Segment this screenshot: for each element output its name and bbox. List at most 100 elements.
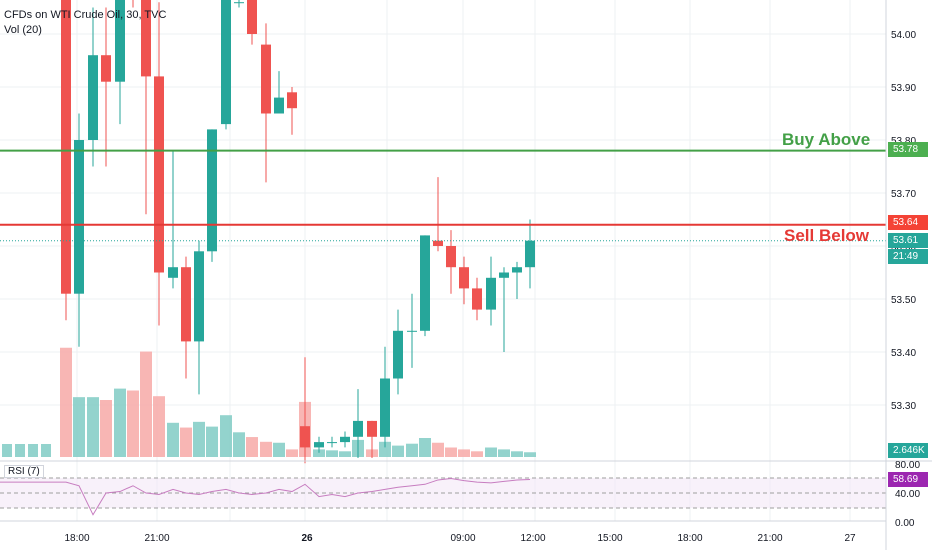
volume-bar [260,441,272,457]
chart-title: CFDs on WTI Crude Oil, 30, TVC [4,9,167,21]
time-tick-label: 21:00 [757,533,782,544]
volume-bar [326,450,338,457]
candle-body [261,44,271,114]
candle-body [459,267,469,289]
volume-bar [471,451,483,457]
buy-level-price-tag: 53.78 [888,142,928,157]
price-tick-label: 54.00 [891,30,916,41]
candle-body [525,240,535,268]
volume-bar [406,443,418,457]
candle-body [353,420,363,437]
level-lines [0,149,886,242]
volume-bar [524,452,536,457]
volume-bar [273,442,285,457]
time-tick-label: 27 [844,533,856,544]
rsi-tick-label: 0.00 [895,518,915,529]
volume-bar [60,347,72,457]
rsi-line [0,477,531,516]
buy-above-annotation: Buy Above [782,130,871,149]
candle-body [141,0,151,77]
volume-bar [419,438,431,457]
volume-bar [114,388,126,457]
time-tick-label: 21:00 [144,533,169,544]
rsi-value-tag: 58.69 [888,472,928,487]
time-tick-label: 18:00 [64,533,89,544]
volume-bar [100,400,112,457]
candle-body [88,55,98,141]
candle-body [221,0,231,125]
volume-bar [167,422,179,457]
time-tick-label: 12:00 [520,533,545,544]
candle-body [472,288,482,310]
candle-body [433,240,443,246]
candle-body [74,140,84,294]
volume-bar [180,427,192,457]
time-axis[interactable]: 18:00 21:00 26 09:00 12:00 15:00 18:00 21:00 27 [64,533,856,544]
sell-below-annotation: Sell Below [784,226,870,245]
rsi-tick-label: 40.00 [895,489,920,500]
volume-bar [28,444,38,457]
volume-bar [220,415,232,457]
candle-body [512,267,522,273]
volume-bar [458,449,470,457]
candle-body [61,0,71,294]
candle-body [367,420,377,437]
candle-body [380,378,390,437]
candle-body [115,0,125,82]
price-tick-label: 53.90 [891,83,916,94]
candle-body [314,442,324,448]
volume-bar [73,397,85,457]
candle-body [274,97,284,114]
candle-body [194,251,204,342]
price-tick-label: 53.40 [891,348,916,359]
price-tick-label: 53.80 [891,136,916,147]
rsi-tick-label: 80.00 [895,460,920,471]
volume-bar [432,442,444,457]
volume-bar [339,451,351,457]
candle-body [287,92,297,109]
volume-bar [193,421,205,457]
sell-level-price-tag: 53.64 [888,215,928,230]
candle-body [327,442,337,444]
time-tick-label: 18:00 [677,533,702,544]
bar-countdown-tag: 21:49 [888,249,928,264]
candle-body [181,267,191,342]
volume-bar [233,432,245,457]
candle-body [168,267,178,278]
volume-bars [2,347,536,457]
volume-bar [286,449,298,457]
volume-bar [445,447,457,457]
volume-bar [379,441,391,457]
candle-body [154,76,164,273]
last-price-tag: 53.61 [888,233,928,248]
candle-body [101,55,111,82]
candle-body [247,0,257,34]
volume-legend: Vol (20) [4,24,42,36]
time-tick-label: 09:00 [450,533,475,544]
volume-bar [206,426,218,457]
candle-body [499,272,509,278]
time-tick-label: 26 [301,533,313,544]
volume-bar [41,444,51,457]
volume-bar [2,444,12,457]
volume-bar [87,397,99,457]
volume-bar [15,444,25,457]
rsi-legend: RSI (7) [4,465,44,478]
volume-bar [313,449,325,457]
candle-body [446,246,456,268]
volume-bar [127,390,139,457]
candle-body [486,277,496,310]
candle-body [234,2,244,4]
volume-bar [485,447,497,457]
volume-value-tag: 2.646K [888,443,928,458]
candle-body [393,330,403,379]
volume-bar [392,445,404,457]
candle-body [207,129,217,252]
time-tick-label: 15:00 [597,533,622,544]
candle-body [300,426,310,448]
candle-body [340,436,350,443]
price-tick-label: 53.50 [891,295,916,306]
candlesticks [61,0,535,464]
volume-bar [246,437,258,457]
